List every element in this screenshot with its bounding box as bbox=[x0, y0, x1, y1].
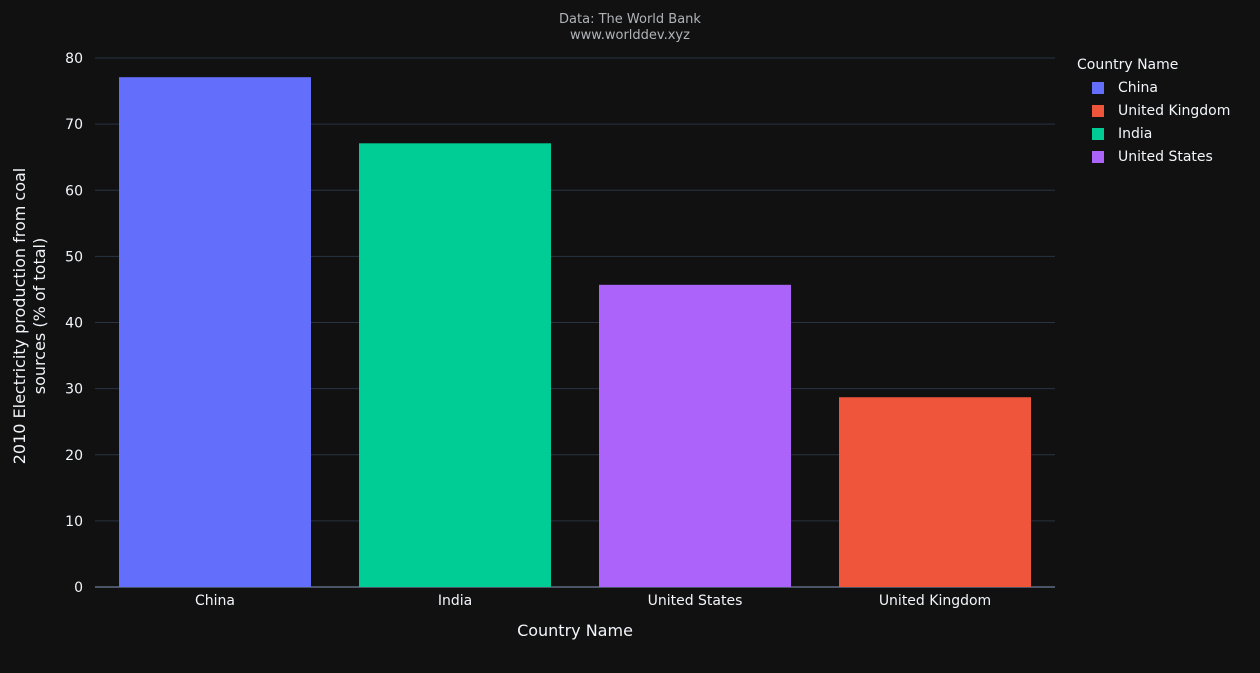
legend-swatch bbox=[1092, 150, 1104, 163]
legend: Country Name China United Kingdom India … bbox=[1077, 56, 1230, 168]
y-tick-label: 60 bbox=[65, 183, 83, 199]
y-axis-title-line-2: sources (% of total) bbox=[30, 238, 49, 394]
x-tick-label: United States bbox=[648, 593, 743, 609]
x-tick-label: United Kingdom bbox=[879, 593, 991, 609]
source-annotation: Data: The World Bank bbox=[559, 12, 701, 27]
legend-item-united-states[interactable]: United States bbox=[1077, 145, 1230, 168]
legend-item-india[interactable]: India bbox=[1077, 122, 1230, 145]
y-tick-label: 70 bbox=[65, 117, 83, 133]
legend-item-china[interactable]: China bbox=[1077, 76, 1230, 99]
x-tick-label: China bbox=[195, 593, 235, 609]
y-tick-label: 10 bbox=[65, 514, 83, 530]
bar-china[interactable] bbox=[119, 77, 311, 588]
legend-label: United Kingdom bbox=[1118, 102, 1231, 119]
legend-swatch bbox=[1092, 104, 1104, 117]
y-tick-label: 20 bbox=[65, 448, 83, 464]
y-axis-title: 2010 Electricity production from coal so… bbox=[10, 168, 49, 465]
y-tick-label: 30 bbox=[65, 382, 83, 398]
bar-united-kingdom[interactable] bbox=[839, 397, 1031, 587]
x-axis-title: Country Name bbox=[517, 621, 633, 640]
website-annotation: www.worlddev.xyz bbox=[570, 28, 690, 43]
x-tick-label: India bbox=[438, 593, 472, 609]
y-tick-label: 50 bbox=[65, 249, 83, 265]
y-tick-label: 40 bbox=[65, 316, 83, 332]
legend-label: United States bbox=[1118, 148, 1213, 165]
y-tick-label: 80 bbox=[65, 51, 83, 67]
legend-title: Country Name bbox=[1077, 57, 1179, 73]
legend-swatch bbox=[1092, 127, 1104, 140]
bar-united-states[interactable] bbox=[599, 284, 791, 587]
y-axis-title-line-1: 2010 Electricity production from coal bbox=[10, 168, 29, 465]
y-tick-labels: 0 10 20 30 40 50 60 70 80 bbox=[65, 51, 83, 596]
legend-item-united-kingdom[interactable]: United Kingdom bbox=[1077, 99, 1230, 122]
legend-swatch bbox=[1092, 81, 1104, 94]
y-tick-label: 0 bbox=[74, 580, 83, 596]
legend-label: India bbox=[1118, 125, 1153, 142]
x-tick-labels: China India United States United Kingdom bbox=[195, 593, 991, 609]
bar-india[interactable] bbox=[359, 143, 551, 587]
legend-label: China bbox=[1118, 79, 1158, 96]
bars bbox=[119, 77, 1031, 588]
